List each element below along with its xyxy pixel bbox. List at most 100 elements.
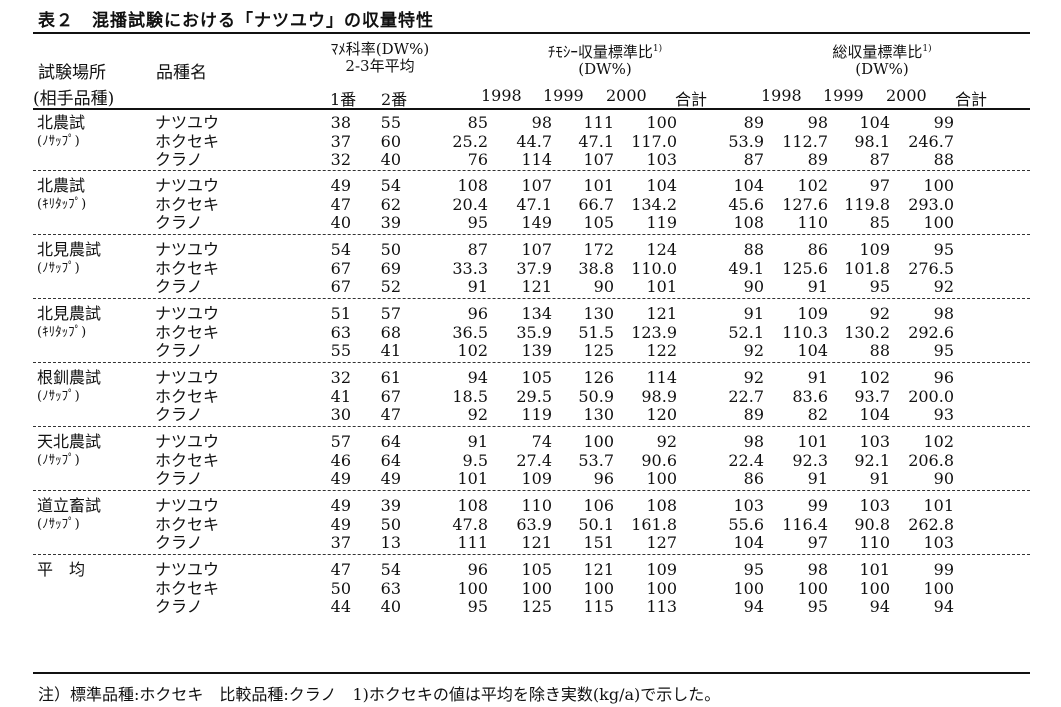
- timothy-ratio-cell: 102: [457, 341, 488, 360]
- variety-name: クラノ: [155, 597, 203, 616]
- legume-ratio-cut2: 39: [380, 496, 401, 515]
- gap: [954, 113, 1030, 132]
- total-ratio-cell: 91: [743, 304, 764, 323]
- timothy-ratio-cell: 66.7: [578, 194, 614, 214]
- legume-ratio-cut2: 55: [380, 113, 401, 132]
- variety-name: ホクセキ: [155, 322, 220, 342]
- total-ratio-cell: 104: [859, 113, 890, 132]
- gap: [954, 515, 1030, 534]
- total-ratio-cell: 90: [743, 277, 764, 296]
- gap: [954, 368, 1030, 387]
- gap: [677, 113, 692, 132]
- total-ratio-cell: 119.8: [844, 194, 890, 214]
- total-ratio-cell: 92: [743, 368, 764, 387]
- timothy-ratio-cell: 91: [467, 277, 488, 296]
- table-row: (ﾉｻｯﾌﾟ) ホクセキ 67 69 33.3 37.9 38.8 110.0 49.1 125.…: [33, 259, 1030, 278]
- total-ratio-cell: 85: [869, 213, 890, 232]
- timothy-ratio-cell: 130: [583, 405, 614, 424]
- total-ratio-cell: 94: [743, 597, 764, 616]
- table-row: (ｷﾘﾀｯﾌﾟ) ホクセキ 63 68 36.5 35.9 51.5 123.9 52.1 110…: [33, 323, 1030, 342]
- total-ratio-cell: 103: [733, 496, 764, 515]
- header-timothy-line1: ﾁﾓｼｰ収量標準比1): [547, 43, 663, 61]
- total-ratio-cell: 87: [743, 150, 764, 169]
- timothy-ratio-cell: 134: [521, 304, 552, 323]
- gap: [401, 132, 416, 151]
- gap: [401, 579, 416, 598]
- legume-ratio-cut2: 64: [380, 450, 401, 470]
- total-ratio-cell: 98: [743, 432, 764, 451]
- table-row: 北見農試 ナツユウ 54 50 87 107 172 124 88 86 109 95: [33, 240, 1030, 259]
- timothy-ratio-cell: 74: [531, 432, 552, 451]
- legume-ratio-cut2: 69: [380, 258, 401, 278]
- partner-variety: (ﾉｻｯﾌﾟ): [37, 388, 80, 404]
- total-ratio-cell: 91: [807, 368, 828, 387]
- timothy-ratio-cell: 151: [583, 533, 614, 552]
- timothy-ratio-cell: 111: [583, 113, 614, 132]
- variety-name: ナツユウ: [155, 176, 220, 195]
- timothy-ratio-cell: 139: [521, 341, 552, 360]
- table-row: 道立畜試 ナツユウ 49 39 108 110 106 108 103 99 103 101: [33, 496, 1030, 515]
- legume-ratio-cut1: 67: [330, 277, 351, 296]
- total-ratio-cell: 91: [807, 469, 828, 488]
- gap: [677, 341, 692, 360]
- legume-ratio-cut1: 63: [330, 322, 351, 342]
- site-empty: [33, 533, 151, 552]
- total-ratio-cell: 101: [923, 496, 954, 515]
- site-name: 北見農試: [37, 240, 102, 259]
- gap: [401, 323, 416, 342]
- gap: [677, 387, 692, 406]
- group-separator: [33, 234, 1030, 235]
- timothy-ratio-cell: 121: [583, 560, 614, 579]
- site-empty: [33, 150, 151, 169]
- total-ratio-cell: 101.8: [844, 258, 890, 278]
- table-row: クラノ 37 13 111 121 151 127 104 97 110 103: [33, 533, 1030, 552]
- gap: [401, 113, 416, 132]
- group-separator: [33, 298, 1030, 299]
- timothy-ratio-cell: 149: [521, 213, 552, 232]
- timothy-ratio-cell: 98: [531, 113, 552, 132]
- table-row: (ﾉｻｯﾌﾟ) ホクセキ 41 67 18.5 29.5 50.9 98.9 22.7 83.6 9…: [33, 387, 1030, 406]
- variety-name: ホクセキ: [155, 386, 220, 406]
- timothy-ratio-cell: 92: [656, 432, 677, 451]
- variety-name: ナツユウ: [155, 432, 220, 451]
- total-ratio-cell: 108: [733, 213, 764, 232]
- partner-variety: (ﾉｻｯﾌﾟ): [37, 260, 80, 276]
- gap: [954, 341, 1030, 360]
- table-row: (ﾉｻｯﾌﾟ) ホクセキ 37 60 25.2 44.7 47.1 117.0 53.9 112.…: [33, 132, 1030, 151]
- legume-ratio-cut2: 67: [380, 386, 401, 406]
- timothy-ratio-cell: 119: [646, 213, 677, 232]
- table-row: 平 均 ナツユウ 47 54 96 105 121 109 95 98 101 99: [33, 560, 1030, 579]
- legume-ratio-cut2: 40: [380, 150, 401, 169]
- timothy-ratio-cell: 33.3: [452, 258, 488, 278]
- timothy-ratio-cell: 111: [457, 533, 488, 552]
- total-ratio-cell: 91: [807, 277, 828, 296]
- variety-name: ナツユウ: [155, 240, 220, 259]
- timothy-ratio-cell: 105: [521, 560, 552, 579]
- legume-ratio-cut1: 44: [330, 597, 351, 616]
- timothy-ratio-cell: 126: [583, 368, 614, 387]
- header-total-line2: (DW%): [855, 60, 909, 78]
- total-ratio-cell: 94: [869, 597, 890, 616]
- gap: [401, 150, 416, 169]
- timothy-ratio-cell: 130: [583, 304, 614, 323]
- site-name: 道立畜試: [37, 496, 102, 515]
- gap: [401, 515, 416, 534]
- timothy-ratio-cell: 37.9: [516, 258, 552, 278]
- gap: [677, 560, 692, 579]
- gap: [677, 240, 692, 259]
- header-t-year-1998: 1998: [481, 86, 522, 105]
- total-ratio-cell: 206.8: [908, 450, 954, 470]
- gap: [677, 132, 692, 151]
- gap: [954, 150, 1030, 169]
- total-ratio-cell: 99: [807, 496, 828, 515]
- total-ratio-cell: 93: [933, 405, 954, 424]
- timothy-ratio-cell: 123.9: [631, 322, 677, 342]
- table-row: (ｷﾘﾀｯﾌﾟ) ホクセキ 47 62 20.4 47.1 66.7 134.2 45.6 127…: [33, 195, 1030, 214]
- gap: [401, 560, 416, 579]
- gap: [401, 176, 416, 195]
- timothy-ratio-cell: 110.0: [631, 258, 677, 278]
- total-ratio-cell: 86: [743, 469, 764, 488]
- gap: [954, 277, 1030, 296]
- gap: [401, 432, 416, 451]
- header-partner: (相手品種): [33, 89, 115, 109]
